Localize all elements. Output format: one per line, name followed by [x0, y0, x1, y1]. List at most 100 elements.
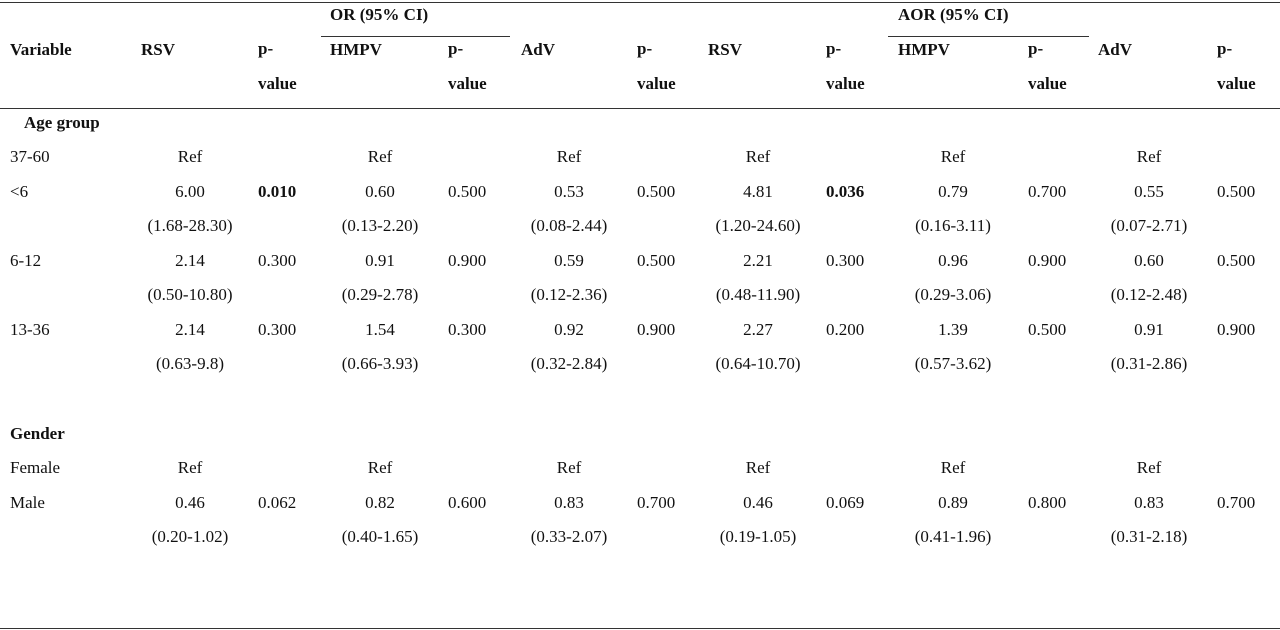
row-label: <6: [10, 182, 29, 201]
p-value-cell: 0.069: [826, 493, 865, 512]
p-value-cell: 0.500: [637, 182, 676, 201]
estimate-cell: Ref: [367, 147, 393, 166]
estimate-cell: Ref: [367, 458, 393, 477]
aor-group-header: AOR (95% CI): [898, 5, 1009, 24]
estimate-cell: 0.46: [743, 493, 773, 512]
table-bottom-rule: [0, 628, 1280, 629]
estimate-cell: 0.46: [175, 493, 205, 512]
estimate-cell: 4.81: [743, 182, 773, 201]
estimate-cell: 0.79: [938, 182, 968, 201]
p-value-cell: 0.500: [1217, 251, 1256, 270]
estimate-cell: 1.54: [365, 320, 395, 339]
confidence-interval-cell: (0.08-2.44): [530, 216, 608, 235]
estimate-cell: Ref: [745, 458, 771, 477]
p-value-cell: 0.500: [1217, 182, 1256, 201]
row-label: Male: [10, 493, 45, 512]
p-value-cell: 0.036: [826, 182, 865, 201]
table-header-rule: [0, 108, 1280, 109]
estimate-cell: 0.92: [554, 320, 584, 339]
column-header-p-value: p-value: [826, 39, 865, 93]
estimate-cell: 6.00: [175, 182, 205, 201]
confidence-interval-cell: (0.19-1.05): [719, 527, 797, 546]
confidence-interval-cell: (0.48-11.90): [715, 285, 801, 304]
confidence-interval-cell: (0.12-2.36): [530, 285, 608, 304]
p-value-cell: 0.300: [448, 320, 487, 339]
estimate-cell: Ref: [177, 147, 203, 166]
p-value-cell: 0.300: [258, 251, 297, 270]
p-value-cell: 0.500: [448, 182, 487, 201]
column-header-rsv: RSV: [141, 40, 176, 59]
confidence-interval-cell: (0.32-2.84): [530, 354, 608, 373]
estimate-cell: 0.53: [554, 182, 584, 201]
p-value-cell: 0.062: [258, 493, 297, 512]
estimate-cell: 0.55: [1134, 182, 1164, 201]
confidence-interval-cell: (0.29-2.78): [341, 285, 419, 304]
row-label: 13-36: [10, 320, 50, 339]
section-title: Gender: [10, 424, 65, 443]
estimate-cell: 0.82: [365, 493, 395, 512]
confidence-interval-cell: (0.07-2.71): [1110, 216, 1188, 235]
estimate-cell: Ref: [940, 458, 966, 477]
p-value-cell: 0.900: [1217, 320, 1256, 339]
confidence-interval-cell: (0.40-1.65): [341, 527, 419, 546]
p-value-cell: 0.700: [637, 493, 676, 512]
estimate-cell: 0.60: [1134, 251, 1164, 270]
estimate-cell: 0.83: [554, 493, 584, 512]
estimate-cell: Ref: [556, 147, 582, 166]
p-value-cell: 0.500: [637, 251, 676, 270]
confidence-interval-cell: (0.64-10.70): [715, 354, 801, 373]
row-label: Female: [10, 458, 61, 477]
estimate-cell: Ref: [177, 458, 203, 477]
p-value-cell: 0.300: [826, 251, 865, 270]
estimate-cell: 0.89: [938, 493, 968, 512]
p-value-cell: 0.300: [258, 320, 297, 339]
confidence-interval-cell: (0.16-3.11): [915, 216, 991, 235]
confidence-interval-cell: (0.66-3.93): [341, 354, 419, 373]
confidence-interval-cell: (0.41-1.96): [914, 527, 992, 546]
estimate-cell: 0.91: [365, 251, 395, 270]
row-label: 6-12: [10, 251, 42, 270]
aor-group-underline: [888, 36, 1089, 37]
estimate-cell: Ref: [940, 147, 966, 166]
confidence-interval-cell: (0.57-3.62): [914, 354, 992, 373]
estimate-cell: Ref: [1136, 147, 1162, 166]
estimate-cell: 2.21: [743, 251, 773, 270]
column-header-variable: Variable: [10, 40, 72, 59]
estimate-cell: 2.27: [743, 320, 773, 339]
table-top-rule: [0, 2, 1280, 3]
estimate-cell: 2.14: [175, 320, 205, 339]
estimate-cell: 0.60: [365, 182, 395, 201]
p-value-cell: 0.900: [637, 320, 676, 339]
confidence-interval-cell: (0.31-2.86): [1110, 354, 1188, 373]
estimate-cell: Ref: [745, 147, 771, 166]
confidence-interval-cell: (0.33-2.07): [530, 527, 608, 546]
p-value-cell: 0.700: [1028, 182, 1067, 201]
confidence-interval-cell: (0.12-2.48): [1110, 285, 1188, 304]
confidence-interval-cell: (1.20-24.60): [715, 216, 801, 235]
confidence-interval-cell: (1.68-28.30): [147, 216, 233, 235]
estimate-cell: 0.59: [554, 251, 584, 270]
confidence-interval-cell: (0.31-2.18): [1110, 527, 1188, 546]
estimate-cell: 1.39: [938, 320, 968, 339]
column-header-rsv: RSV: [708, 40, 743, 59]
confidence-interval-cell: (0.20-1.02): [151, 527, 229, 546]
or-group-header: OR (95% CI): [330, 5, 429, 24]
estimate-cell: 2.14: [175, 251, 205, 270]
p-value-cell: 0.600: [448, 493, 487, 512]
column-header-adv: AdV: [1098, 40, 1133, 59]
confidence-interval-cell: (0.50-10.80): [147, 285, 233, 304]
row-label: 37-60: [10, 147, 50, 166]
p-value-cell: 0.200: [826, 320, 865, 339]
confidence-interval-cell: (0.13-2.20): [341, 216, 419, 235]
p-value-cell: 0.010: [258, 182, 297, 201]
p-value-cell: 0.800: [1028, 493, 1067, 512]
column-header-p-value: p-value: [1217, 39, 1256, 93]
estimate-cell: 0.91: [1134, 320, 1164, 339]
column-header-p-value: p-value: [258, 39, 297, 93]
p-value-cell: 0.900: [448, 251, 487, 270]
p-value-cell: 0.500: [1028, 320, 1067, 339]
column-header-adv: AdV: [521, 40, 556, 59]
confidence-interval-cell: (0.63-9.8): [156, 354, 224, 373]
estimate-cell: Ref: [556, 458, 582, 477]
column-header-hmpv: HMPV: [898, 40, 950, 59]
